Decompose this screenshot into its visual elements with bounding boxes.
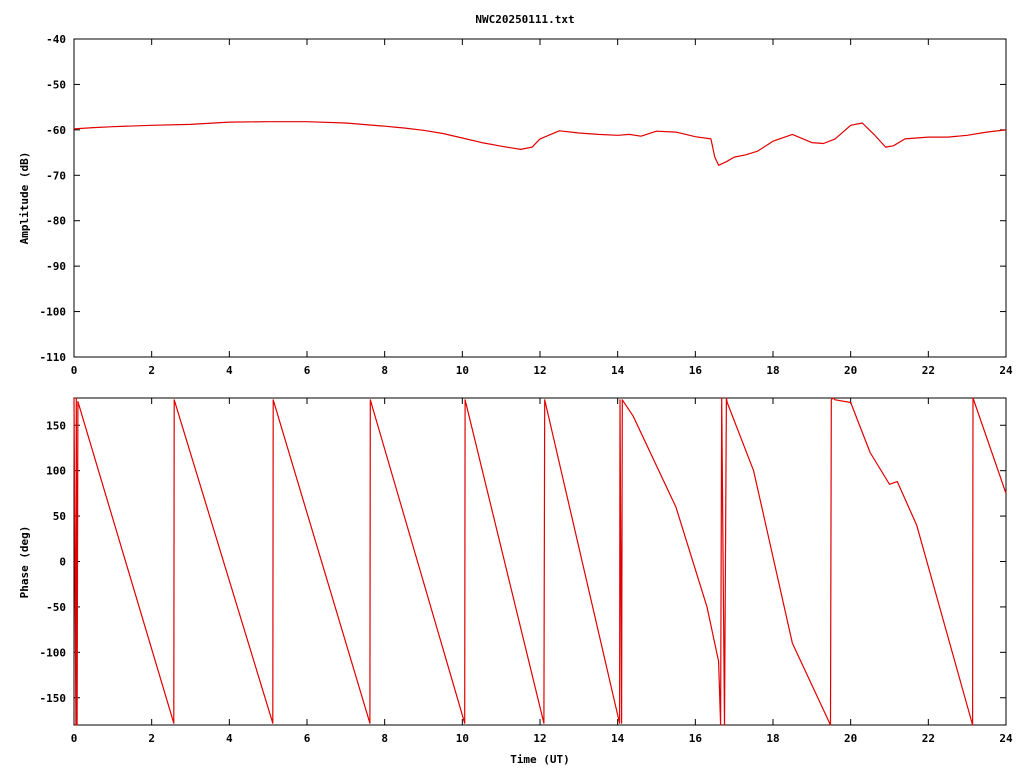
amplitude-x-tick-label: 22 [922,364,935,377]
amplitude-series-line [73,121,1007,166]
amplitude-y-tick-label: -70 [46,169,66,182]
amplitude-x-tick-label: 14 [611,364,625,377]
phase-x-tick-label: 4 [226,732,233,745]
amplitude-x-tick-label: 8 [381,364,388,377]
phase-x-tick-label: 8 [381,732,388,745]
phase-y-tick-label: -100 [40,646,67,659]
phase-plot-frame [73,397,1007,726]
phase-x-tick-label: 0 [71,732,78,745]
phase-x-tick-label: 12 [533,732,546,745]
amplitude-x-tick-label: 20 [844,364,857,377]
phase-y-tick-label: 0 [59,556,66,569]
phase-y-tick-label: 100 [46,465,66,478]
amplitude-x-tick-label: 16 [689,364,703,377]
phase-x-tick-label: 10 [456,732,469,745]
phase-y-tick-label: 50 [53,510,66,523]
amplitude-x-tick-label: 12 [533,364,546,377]
amplitude-x-tick-label: 0 [71,364,78,377]
amplitude-axis-ticks: 0 2 4 6 8 10 12 14 16 18 20 22 24-40-50-60-70-80-90-… [40,33,1013,377]
phase-x-tick-label: 6 [304,732,311,745]
phase-y-tick-label: 150 [46,419,66,432]
phase-series [73,397,1007,726]
amplitude-y-tick-label: -80 [46,215,66,228]
amplitude-x-tick-label: 6 [304,364,311,377]
phase-x-tick-label: 22 [922,732,935,745]
amplitude-x-tick-label: 10 [456,364,469,377]
phase-panel: 0 2 4 6 8 10 12 14 16 18 20 22 24150100500-50-100-15… [18,397,1013,766]
phase-y-tick-label: -50 [46,601,66,614]
amplitude-y-axis-label: Amplitude (dB) [18,152,31,245]
phase-y-tick-label: -150 [40,692,67,705]
amplitude-x-tick-label: 2 [148,364,155,377]
amplitude-x-tick-label: 18 [766,364,779,377]
amplitude-y-tick-label: -110 [40,351,67,364]
phase-x-tick-label: 20 [844,732,857,745]
phase-series-line [73,397,1007,726]
amplitude-y-tick-label: -40 [46,33,66,46]
amplitude-plot-frame [73,38,1007,358]
phase-y-axis-label: Phase (deg) [18,526,31,599]
amplitude-x-tick-label: 24 [999,364,1013,377]
amplitude-y-tick-label: -60 [46,124,66,137]
amplitude-y-tick-label: -90 [46,260,66,273]
phase-x-tick-label: 18 [766,732,779,745]
phase-axis-ticks: 0 2 4 6 8 10 12 14 16 18 20 22 24150100500-50-100-15… [40,398,1013,745]
amplitude-y-tick-label: -50 [46,78,66,91]
phase-x-tick-label: 14 [611,732,625,745]
x-axis-label: Time (UT) [510,753,570,766]
phase-x-tick-label: 24 [999,732,1013,745]
amplitude-series [73,121,1007,166]
amplitude-panel: NWC20250111.txt 0 2 4 6 8 10 12 14 16 18 20 22 24-40… [18,13,1013,377]
amplitude-y-tick-label: -100 [40,306,67,319]
phase-x-tick-label: 16 [689,732,703,745]
phase-x-tick-label: 2 [148,732,155,745]
amplitude-x-tick-label: 4 [226,364,233,377]
chart-title: NWC20250111.txt [475,13,574,26]
